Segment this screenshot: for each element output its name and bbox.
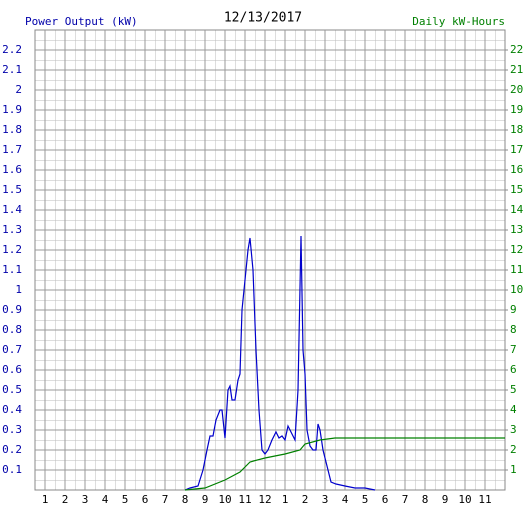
x-tick-label: 5 [362, 493, 369, 506]
y2-tick-label: 4 [510, 403, 517, 416]
y2-axis-label: Daily kW-Hours [412, 15, 505, 28]
y-tick-label: 0.5 [2, 383, 22, 396]
y-tick-label: 2 [15, 83, 22, 96]
y-tick-label: 0.1 [2, 463, 22, 476]
y-tick-label: 1.9 [2, 103, 22, 116]
x-tick-label: 2 [302, 493, 309, 506]
x-tick-label: 11 [238, 493, 251, 506]
y2-tick-label: 15 [510, 183, 523, 196]
y2-tick-label: 12 [510, 243, 523, 256]
y-tick-label: 0.3 [2, 423, 22, 436]
x-tick-label: 5 [122, 493, 129, 506]
y2-tick-label: 9 [510, 303, 517, 316]
y2-tick-label: 7 [510, 343, 517, 356]
x-tick-label: 10 [458, 493, 471, 506]
y2-tick-label: 14 [510, 203, 524, 216]
x-tick-label: 9 [202, 493, 209, 506]
y2-tick-label: 18 [510, 123, 523, 136]
y2-tick-label: 3 [510, 423, 517, 436]
y-tick-label: 2.2 [2, 43, 22, 56]
y2-tick-label: 8 [510, 323, 517, 336]
plot-area [34, 29, 506, 491]
y-tick-label: 0.4 [2, 403, 22, 416]
x-tick-label: 7 [402, 493, 409, 506]
x-tick-label: 3 [322, 493, 329, 506]
x-tick-label: 1 [282, 493, 289, 506]
y2-tick-label: 19 [510, 103, 523, 116]
y-tick-label: 1.2 [2, 243, 22, 256]
x-tick-label: 12 [258, 493, 271, 506]
y-tick-label: 0.2 [2, 443, 22, 456]
y-tick-label: 1.7 [2, 143, 22, 156]
x-tick-label: 6 [382, 493, 389, 506]
y2-tick-label: 6 [510, 363, 517, 376]
y-tick-label: 1.1 [2, 263, 22, 276]
y2-tick-label: 11 [510, 263, 523, 276]
x-tick-label: 4 [102, 493, 109, 506]
y2-tick-label: 13 [510, 223, 523, 236]
y2-tick-label: 1 [510, 463, 517, 476]
x-tick-label: 10 [218, 493, 231, 506]
chart-title: 12/13/2017 [224, 11, 302, 26]
y2-tick-label: 17 [510, 143, 523, 156]
x-tick-label: 9 [442, 493, 449, 506]
x-tick-label: 8 [182, 493, 189, 506]
y-tick-label: 1.3 [2, 223, 22, 236]
y-tick-label: 1 [15, 283, 22, 296]
y2-tick-label: 16 [510, 163, 523, 176]
x-tick-label: 7 [162, 493, 169, 506]
x-tick-label: 4 [342, 493, 349, 506]
y-axis-label: Power Output (kW) [25, 15, 138, 28]
y-tick-label: 0.9 [2, 303, 22, 316]
y2-tick-label: 22 [510, 43, 523, 56]
y-tick-label: 2.1 [2, 63, 22, 76]
y-tick-label: 1.6 [2, 163, 22, 176]
y-tick-label: 0.6 [2, 363, 22, 376]
y2-tick-label: 21 [510, 63, 523, 76]
x-tick-label: 1 [42, 493, 49, 506]
x-tick-label: 11 [478, 493, 491, 506]
x-tick-label: 2 [62, 493, 69, 506]
y2-tick-label: 5 [510, 383, 517, 396]
y-tick-label: 0.7 [2, 343, 22, 356]
series-line [184, 235, 376, 491]
y2-tick-label: 20 [510, 83, 523, 96]
y-tick-label: 1.8 [2, 123, 22, 136]
y2-tick-label: 10 [510, 283, 523, 296]
x-tick-label: 6 [142, 493, 149, 506]
x-tick-label: 8 [422, 493, 429, 506]
y2-tick-label: 2 [510, 443, 517, 456]
y-tick-label: 1.4 [2, 203, 22, 216]
y-tick-label: 0.8 [2, 323, 22, 336]
x-tick-label: 3 [82, 493, 89, 506]
series-line [184, 437, 505, 491]
y-tick-label: 1.5 [2, 183, 22, 196]
